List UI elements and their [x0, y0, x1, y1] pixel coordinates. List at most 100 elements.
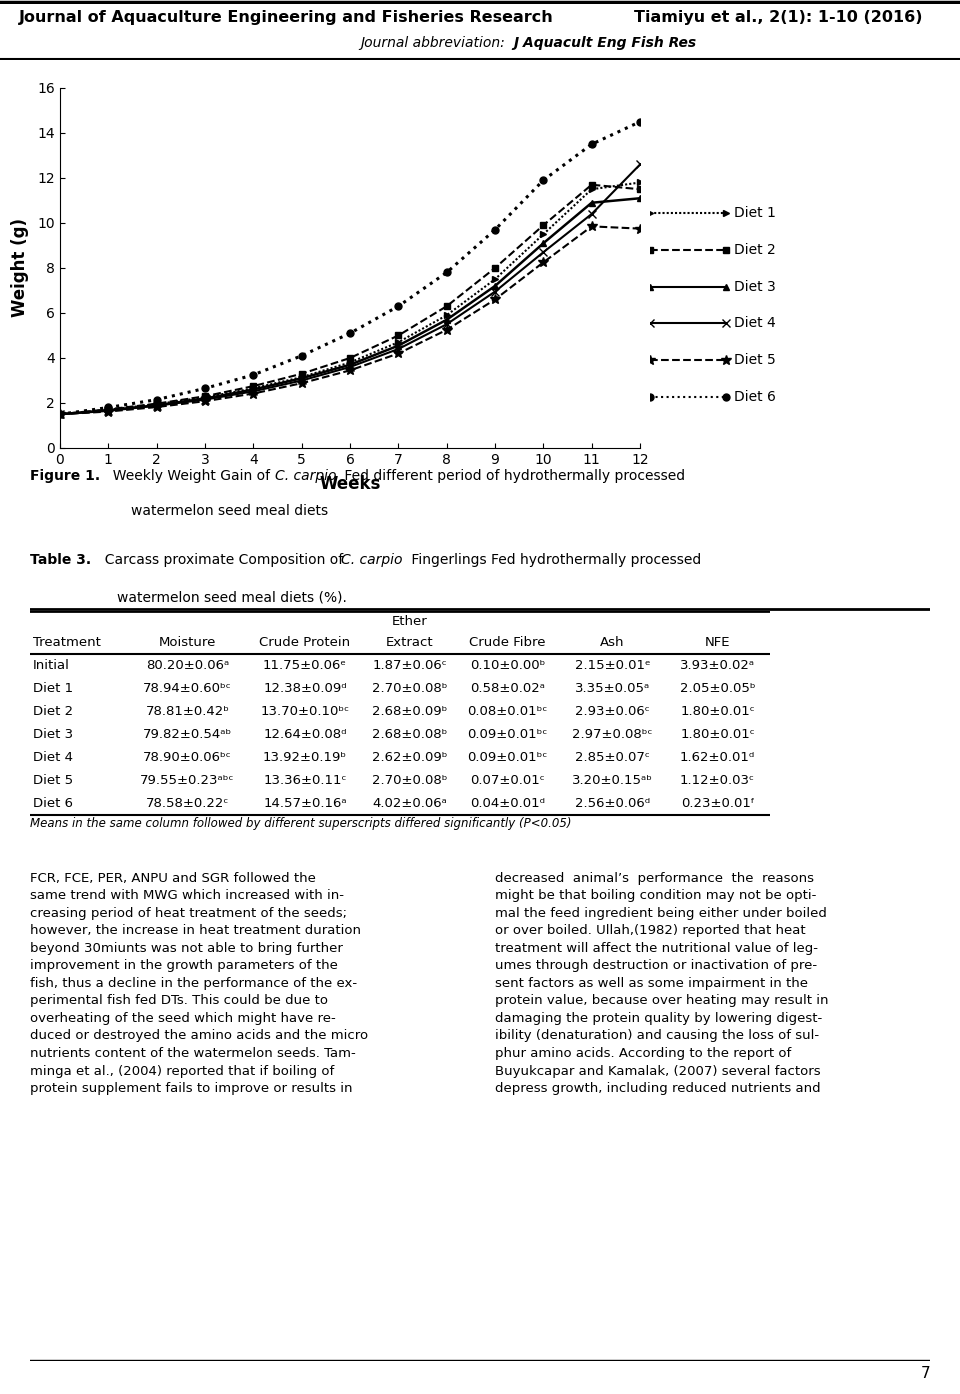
Text: Crude Fibre: Crude Fibre	[469, 636, 545, 650]
Diet 2	[296, 365, 307, 382]
Text: 1.87±0.06ᶜ: 1.87±0.06ᶜ	[372, 659, 447, 672]
Diet 3	[54, 406, 65, 422]
Text: Journal abbreviation:: Journal abbreviation:	[360, 36, 509, 50]
Text: Diet 6: Diet 6	[33, 797, 73, 810]
Diet 6	[151, 392, 162, 408]
Diet 2	[635, 181, 646, 198]
Text: Diet 2: Diet 2	[33, 705, 73, 718]
Text: 78.94±0.60ᵇᶜ: 78.94±0.60ᵇᶜ	[143, 682, 232, 696]
Text: Journal of Aquaculture Engineering and Fisheries Research: Journal of Aquaculture Engineering and F…	[19, 10, 554, 25]
Diet 2	[54, 406, 65, 422]
Diet 3	[103, 401, 114, 418]
Text: 78.58±0.22ᶜ: 78.58±0.22ᶜ	[146, 797, 229, 810]
Diet 5	[151, 399, 162, 415]
Line: Diet 3: Diet 3	[57, 195, 643, 418]
Text: Carcass proximate Composition of: Carcass proximate Composition of	[96, 553, 348, 567]
Text: 2.05±0.05ᵇ: 2.05±0.05ᵇ	[680, 682, 756, 696]
Diet 4	[490, 283, 501, 300]
Text: 80.20±0.06ᵃ: 80.20±0.06ᵃ	[146, 659, 229, 672]
Diet 1	[151, 396, 162, 413]
Text: Diet 2: Diet 2	[734, 243, 776, 256]
Text: Diet 5: Diet 5	[33, 774, 73, 788]
Text: Diet 5: Diet 5	[734, 353, 776, 367]
Text: watermelon seed meal diets (%).: watermelon seed meal diets (%).	[117, 591, 348, 605]
Diet 6	[248, 367, 259, 383]
Text: 12.38±0.09ᵈ: 12.38±0.09ᵈ	[263, 682, 347, 696]
Diet 1	[441, 307, 452, 323]
Diet 3	[296, 369, 307, 386]
Text: 11.75±0.06ᵉ: 11.75±0.06ᵉ	[263, 659, 347, 672]
Diet 3	[586, 194, 597, 210]
Diet 2	[393, 328, 404, 344]
Line: Diet 6: Diet 6	[57, 118, 643, 418]
Text: 0.09±0.01ᵇᶜ: 0.09±0.01ᵇᶜ	[468, 751, 548, 764]
Diet 6	[490, 222, 501, 238]
Diet 5	[635, 220, 646, 237]
Text: 79.82±0.54ᵃᵇ: 79.82±0.54ᵃᵇ	[143, 728, 232, 742]
Diet 6	[345, 325, 356, 342]
Diet 1	[490, 270, 501, 287]
Text: Table 3.: Table 3.	[30, 553, 91, 567]
Text: 0.08±0.01ᵇᶜ: 0.08±0.01ᵇᶜ	[468, 705, 548, 718]
Text: 78.81±0.42ᵇ: 78.81±0.42ᵇ	[146, 705, 229, 718]
Text: Diet 1: Diet 1	[33, 682, 73, 696]
Y-axis label: Weight (g): Weight (g)	[12, 219, 29, 318]
Text: 7: 7	[921, 1366, 930, 1381]
Text: Fingerlings Fed hydrothermally processed: Fingerlings Fed hydrothermally processed	[407, 553, 702, 567]
Text: 0.23±0.01ᶠ: 0.23±0.01ᶠ	[681, 797, 755, 810]
Text: FCR, FCE, PER, ANPU and SGR followed the
same trend with MWG which increased wit: FCR, FCE, PER, ANPU and SGR followed the…	[30, 873, 368, 1096]
Text: 2.15±0.01ᵉ: 2.15±0.01ᵉ	[575, 659, 650, 672]
Text: 4.02±0.06ᵃ: 4.02±0.06ᵃ	[372, 797, 447, 810]
Diet 4	[200, 392, 211, 408]
Line: Diet 4: Diet 4	[56, 160, 644, 418]
Text: 2.85±0.07ᶜ: 2.85±0.07ᶜ	[575, 751, 650, 764]
Diet 6	[538, 171, 549, 188]
Text: 2.93±0.06ᶜ: 2.93±0.06ᶜ	[575, 705, 650, 718]
Diet 3	[200, 390, 211, 407]
Diet 2	[248, 378, 259, 395]
Diet 5	[54, 406, 65, 422]
Diet 4	[248, 383, 259, 400]
Diet 1	[200, 389, 211, 406]
Diet 2	[200, 388, 211, 404]
Diet 4	[103, 403, 114, 420]
Diet 1	[296, 369, 307, 386]
Text: decreased  animal’s  performance  the  reasons
might be that boiling condition m: decreased animal’s performance the reaso…	[495, 873, 828, 1096]
Diet 5	[538, 254, 549, 270]
Text: J Aquacult Eng Fish Res: J Aquacult Eng Fish Res	[514, 36, 697, 50]
Text: 2.68±0.08ᵇ: 2.68±0.08ᵇ	[372, 728, 447, 742]
Diet 5	[248, 385, 259, 401]
Text: Figure 1.: Figure 1.	[30, 470, 100, 484]
Text: watermelon seed meal diets: watermelon seed meal diets	[131, 503, 328, 517]
Diet 5	[200, 393, 211, 410]
Text: Moisture: Moisture	[158, 636, 216, 650]
Diet 4	[393, 340, 404, 357]
Line: Diet 2: Diet 2	[57, 181, 643, 418]
Diet 4	[296, 372, 307, 389]
Diet 2	[490, 259, 501, 276]
Diet 3	[248, 381, 259, 397]
Text: Weekly Weight Gain of: Weekly Weight Gain of	[104, 470, 275, 484]
Text: 2.97±0.08ᵇᶜ: 2.97±0.08ᵇᶜ	[572, 728, 653, 742]
Diet 6	[296, 347, 307, 364]
Diet 1	[248, 381, 259, 397]
Text: 0.04±0.01ᵈ: 0.04±0.01ᵈ	[470, 797, 545, 810]
Diet 2	[538, 217, 549, 234]
Text: Ether: Ether	[392, 615, 428, 627]
Text: 3.20±0.15ᵃᵇ: 3.20±0.15ᵃᵇ	[572, 774, 653, 788]
Text: Diet 6: Diet 6	[734, 390, 776, 404]
Diet 4	[345, 358, 356, 375]
Diet 5	[586, 217, 597, 234]
Diet 3	[441, 311, 452, 328]
Text: Tiamiyu et al., 2(1): 1-10 (2016): Tiamiyu et al., 2(1): 1-10 (2016)	[634, 10, 923, 25]
Diet 4	[538, 244, 549, 261]
Diet 2	[345, 350, 356, 367]
Text: C. carpio: C. carpio	[342, 553, 403, 567]
Text: 13.36±0.11ᶜ: 13.36±0.11ᶜ	[263, 774, 347, 788]
Diet 1	[635, 174, 646, 191]
Diet 5	[103, 403, 114, 420]
Diet 2	[586, 177, 597, 194]
Text: 1.62±0.01ᵈ: 1.62±0.01ᵈ	[680, 751, 756, 764]
Line: Diet 5: Diet 5	[55, 222, 645, 420]
Diet 1	[103, 401, 114, 418]
